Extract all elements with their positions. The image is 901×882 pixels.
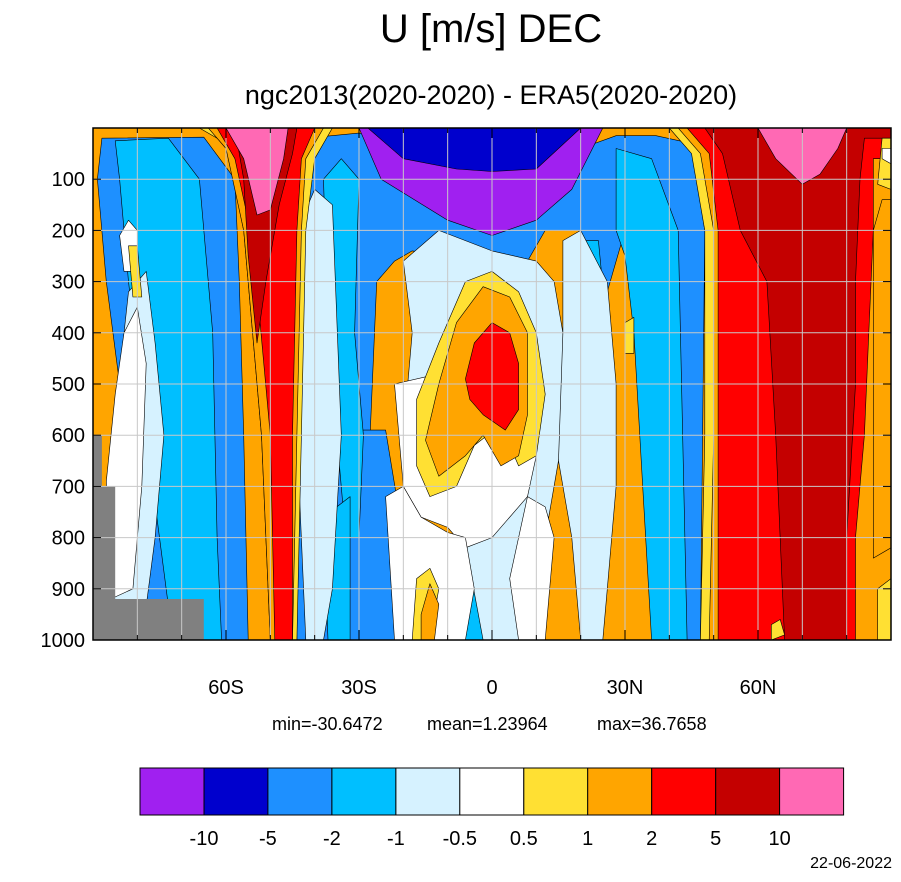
- y-tick-label: 900: [52, 579, 85, 601]
- y-tick-label: 800: [52, 528, 85, 550]
- colorbar-swatch: [203, 767, 269, 816]
- contour-region: [624, 317, 635, 354]
- contour-region: [106, 306, 147, 600]
- colorbar: -10 -5 -2 -1 -0.5 0.5 1 2 5 10: [139, 767, 845, 850]
- y-tick-label: 400: [52, 323, 85, 345]
- stat-mean: mean=1.23964: [427, 714, 548, 734]
- colorbar-swatch: [651, 767, 717, 816]
- y-tick-label: 600: [52, 425, 85, 447]
- contour-region: [872, 199, 891, 559]
- x-tick-label: 30S: [341, 677, 377, 699]
- y-tick-label: 500: [52, 374, 85, 396]
- contour-region: [770, 619, 785, 640]
- chart-subtitle: ngc2013(2020-2020) - ERA5(2020-2020): [245, 80, 737, 110]
- colorbar-swatch: [331, 767, 397, 816]
- colorbar-level-label: 0.5: [510, 828, 538, 850]
- x-tick-label: 30N: [607, 677, 644, 699]
- contour-region: [881, 148, 891, 165]
- chart-title: U [m/s] DEC: [380, 7, 602, 51]
- x-axis: 60S 30S 0 30N 60N: [92, 128, 892, 699]
- colorbar-level-label: -0.5: [443, 828, 477, 850]
- colorbar-level-label: 1: [582, 828, 593, 850]
- stat-max: max=36.7658: [597, 714, 707, 734]
- y-axis: 100 200 300 400 500 600 700 800 900 1000: [41, 169, 891, 652]
- colorbar-swatch: [779, 767, 845, 816]
- y-tick-label: 100: [52, 169, 85, 191]
- contour-region: [128, 245, 143, 298]
- x-tick-label: 60S: [208, 677, 244, 699]
- colorbar-swatch: [459, 767, 525, 816]
- y-tick-label: 200: [52, 220, 85, 242]
- colorbar-level-label: 10: [768, 828, 790, 850]
- colorbar-swatch: [395, 767, 461, 816]
- colorbar-level-label: -5: [259, 828, 277, 850]
- colorbar-swatch: [267, 767, 333, 816]
- stat-min: min=-30.6472: [272, 714, 383, 734]
- colorbar-level-label: -10: [190, 828, 219, 850]
- colorbar-level-label: -1: [387, 828, 405, 850]
- colorbar-level-label: 5: [710, 828, 721, 850]
- contour-region: [877, 578, 891, 640]
- colorbar-swatch: [139, 767, 205, 816]
- colorbar-swatch: [715, 767, 781, 816]
- x-tick-label: 0: [486, 677, 497, 699]
- colorbar-swatch: [523, 767, 589, 816]
- colorbar-swatch: [587, 767, 653, 816]
- x-tick-label: 60N: [740, 677, 777, 699]
- y-tick-label: 300: [52, 272, 85, 294]
- y-tick-label: 1000: [41, 630, 86, 652]
- colorbar-level-label: -2: [323, 828, 341, 850]
- contour-region: [509, 496, 555, 640]
- y-tick-label: 700: [52, 476, 85, 498]
- colorbar-level-label: 2: [646, 828, 657, 850]
- date-label: 22-06-2022: [810, 855, 892, 872]
- contour-region: [367, 128, 582, 172]
